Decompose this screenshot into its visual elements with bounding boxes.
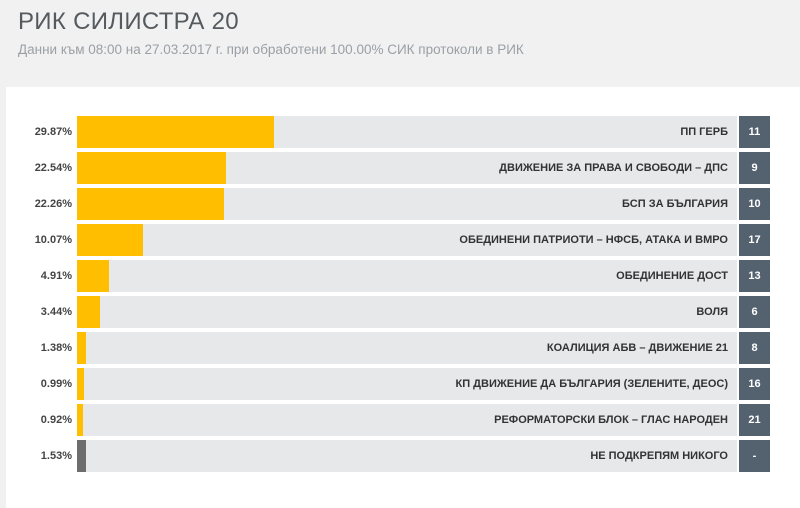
result-bar-track: ОБЕДИНЕНИЕ ДОСТ [77,260,737,292]
seat-badge: - [739,440,770,472]
result-bar [77,440,86,472]
party-name: ДВИЖЕНИЕ ЗА ПРАВА И СВОБОДИ – ДПС [499,162,728,174]
result-row[interactable]: 0.92% РЕФОРМАТОРСКИ БЛОК – ГЛАС НАРОДЕН … [6,404,800,436]
result-row[interactable]: 22.54% ДВИЖЕНИЕ ЗА ПРАВА И СВОБОДИ – ДПС… [6,152,800,184]
seat-badge: 6 [739,296,770,328]
result-bar [77,224,143,256]
result-row[interactable]: 3.44% ВОЛЯ 6 [6,296,800,328]
seat-badge: 8 [739,332,770,364]
result-bar [77,116,274,148]
page-title: РИК СИЛИСТРА 20 [18,8,239,35]
result-bar [77,368,84,400]
result-row[interactable]: 0.99% КП ДВИЖЕНИЕ ДА БЪЛГАРИЯ (ЗЕЛЕНИТЕ,… [6,368,800,400]
result-percent: 22.26% [34,198,72,210]
result-percent: 1.38% [40,342,72,354]
results-list: 29.87% ПП ГЕРБ 11 22.54% ДВИЖЕНИЕ ЗА ПРА… [6,116,800,476]
party-name: НЕ ПОДКРЕПЯМ НИКОГО [590,450,728,462]
result-bar-track: РЕФОРМАТОРСКИ БЛОК – ГЛАС НАРОДЕН [77,404,737,436]
party-name: БСП ЗА БЪЛГАРИЯ [622,198,728,210]
result-bar-track: ДВИЖЕНИЕ ЗА ПРАВА И СВОБОДИ – ДПС [77,152,737,184]
result-bar [77,188,224,220]
party-name: ВОЛЯ [696,306,728,318]
party-name: КОАЛИЦИЯ АБВ – ДВИЖЕНИЕ 21 [546,342,728,354]
party-name: КП ДВИЖЕНИЕ ДА БЪЛГАРИЯ (ЗЕЛЕНИТЕ, ДЕОС) [455,378,729,390]
result-bar-track: ОБЕДИНЕНИ ПАТРИОТИ – НФСБ, АТАКА И ВМРО [77,224,737,256]
result-percent: 10.07% [34,234,72,246]
result-bar-track: КП ДВИЖЕНИЕ ДА БЪЛГАРИЯ (ЗЕЛЕНИТЕ, ДЕОС) [77,368,737,400]
party-name: ОБЕДИНЕНИЕ ДОСТ [616,270,728,282]
result-bar [77,332,86,364]
result-row[interactable]: 1.53% НЕ ПОДКРЕПЯМ НИКОГО - [6,440,800,472]
result-row[interactable]: 10.07% ОБЕДИНЕНИ ПАТРИОТИ – НФСБ, АТАКА … [6,224,800,256]
seat-badge: 21 [739,404,770,436]
result-bar-track: ПП ГЕРБ [77,116,737,148]
results-panel: 29.87% ПП ГЕРБ 11 22.54% ДВИЖЕНИЕ ЗА ПРА… [6,87,800,508]
result-percent: 3.44% [40,306,72,318]
result-row[interactable]: 1.38% КОАЛИЦИЯ АБВ – ДВИЖЕНИЕ 21 8 [6,332,800,364]
result-bar-track: НЕ ПОДКРЕПЯМ НИКОГО [77,440,737,472]
seat-badge: 9 [739,152,770,184]
result-bar [77,296,100,328]
result-bar-track: КОАЛИЦИЯ АБВ – ДВИЖЕНИЕ 21 [77,332,737,364]
seat-badge: 16 [739,368,770,400]
seat-badge: 17 [739,224,770,256]
result-row[interactable]: 4.91% ОБЕДИНЕНИЕ ДОСТ 13 [6,260,800,292]
result-row[interactable]: 22.26% БСП ЗА БЪЛГАРИЯ 10 [6,188,800,220]
seat-badge: 11 [739,116,770,148]
result-bar-track: БСП ЗА БЪЛГАРИЯ [77,188,737,220]
result-bar-track: ВОЛЯ [77,296,737,328]
result-bar [77,152,226,184]
result-percent: 1.53% [40,450,72,462]
result-percent: 4.91% [40,270,72,282]
party-name: ОБЕДИНЕНИ ПАТРИОТИ – НФСБ, АТАКА И ВМРО [459,234,728,246]
result-bar [77,404,83,436]
result-percent: 0.92% [40,414,72,426]
party-name: РЕФОРМАТОРСКИ БЛОК – ГЛАС НАРОДЕН [494,414,728,426]
result-row[interactable]: 29.87% ПП ГЕРБ 11 [6,116,800,148]
page-subtitle: Данни към 08:00 на 27.03.2017 г. при обр… [18,42,524,57]
result-percent: 0.99% [40,378,72,390]
party-name: ПП ГЕРБ [680,126,728,138]
result-percent: 22.54% [34,162,72,174]
seat-badge: 10 [739,188,770,220]
seat-badge: 13 [739,260,770,292]
result-percent: 29.87% [34,126,72,138]
result-bar [77,260,109,292]
